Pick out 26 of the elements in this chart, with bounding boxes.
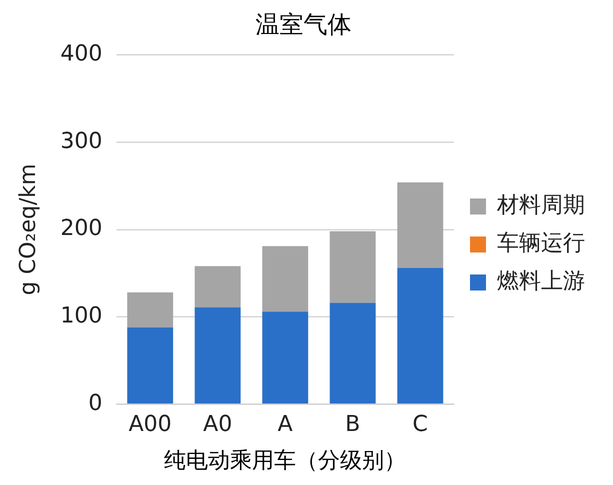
chart-title: 温室气体 (256, 10, 352, 39)
x-tick-label: A (278, 412, 293, 438)
y-tick-label: 400 (60, 42, 102, 67)
y-tick-label: 100 (60, 304, 102, 329)
x-tick-label: B (345, 412, 360, 438)
bar (397, 268, 444, 404)
y-tick-label: 200 (60, 216, 102, 242)
bar (330, 231, 376, 303)
bar (194, 307, 241, 404)
bar (127, 327, 174, 404)
bar (330, 302, 376, 404)
bar (397, 182, 444, 268)
legend-label: 燃料上游 (497, 269, 585, 294)
y-axis-title: g CO₂eq/km (16, 164, 41, 296)
y-tick-label: 0 (88, 390, 102, 416)
bar (194, 266, 241, 308)
legend-label: 车辆运行 (497, 231, 585, 256)
x-tick-label: C (412, 412, 428, 438)
x-tick-label: A00 (128, 412, 172, 438)
y-tick-label: 300 (60, 128, 102, 154)
x-axis-title: 纯电动乘用车（分级别） (164, 448, 406, 474)
bar (262, 312, 308, 404)
bar (262, 246, 308, 312)
bar (127, 292, 174, 328)
legend-label: 材料周期 (496, 193, 585, 218)
x-tick-label: A0 (203, 412, 232, 438)
